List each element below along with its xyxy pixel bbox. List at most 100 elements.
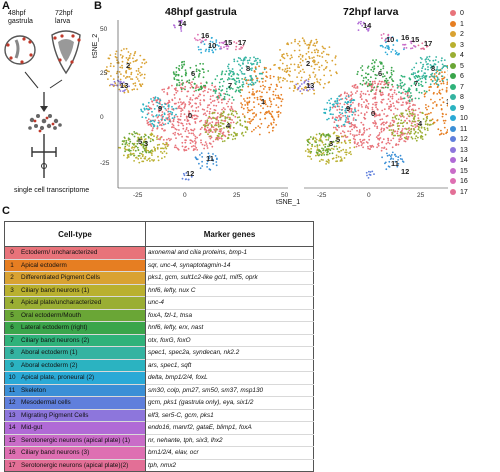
cluster-number: 12	[5, 397, 20, 410]
schematic-bottom-label: single cell transcriptome	[14, 187, 89, 194]
cluster-number: 7	[5, 334, 20, 347]
cluster-label: 10	[208, 41, 216, 50]
legend-item: 6	[450, 73, 464, 80]
cluster-number: 10	[5, 372, 20, 385]
cell-type: Serotonergic neurons (apical plate)(2)	[19, 459, 146, 472]
cell-type: Apical plate/uncharacterized	[19, 297, 146, 310]
x-tick-label: 0	[183, 192, 187, 199]
marker-genes: sm30, colp, pm27, sm50, sm37, msp130	[146, 384, 314, 397]
x-axis-label: tSNE_1	[276, 199, 300, 206]
legend-item: 16	[450, 178, 468, 185]
gastrula-label: 48hpf gastrula	[8, 10, 33, 26]
cluster-number: 1	[5, 259, 20, 272]
legend-item: 17	[450, 189, 468, 196]
cluster-label: 9	[158, 104, 162, 113]
cluster-label: 13	[120, 81, 128, 90]
legend-item: 11	[450, 126, 467, 133]
cell-type: Migrating Pigment Cells	[19, 409, 146, 422]
x-tick-label: -25	[133, 192, 143, 199]
cell-type: Skeleton	[19, 384, 146, 397]
legend-label: 6	[460, 73, 464, 80]
legend-item: 12	[450, 136, 468, 143]
legend-label: 13	[460, 147, 468, 154]
marker-genes: delta, bmp1/2/4, foxL	[146, 372, 314, 385]
cluster-label: 7	[414, 79, 418, 88]
legend-swatch	[450, 136, 456, 142]
cluster-label: 6	[191, 69, 195, 78]
cluster-label: 5	[336, 135, 340, 144]
legend-swatch	[450, 52, 456, 58]
cluster-label: 12	[186, 169, 194, 178]
cluster-label: 11	[206, 154, 214, 163]
legend-swatch	[450, 126, 456, 132]
cluster-number: 9	[5, 359, 20, 372]
legend-label: 17	[460, 189, 468, 196]
cluster-label: 17	[238, 38, 246, 47]
cell-type: Apical plate, proneural (2)	[19, 372, 146, 385]
cluster-label: 3	[144, 139, 148, 148]
marker-genes: endo16, manrf2, gataE, blimp1, foxA	[146, 422, 314, 435]
legend-label: 7	[460, 84, 464, 91]
marker-genes: foxA, fzl-1, tnsa	[146, 309, 314, 322]
larva-label: 72hpf larva	[55, 10, 73, 26]
legend-swatch	[450, 73, 456, 79]
cell-type: Mesodermal cells	[19, 397, 146, 410]
legend-swatch	[450, 115, 456, 121]
legend-item: 13	[450, 147, 468, 154]
y-axis-label: tSNE_2	[92, 34, 99, 58]
y-tick-label: 25	[100, 70, 108, 77]
schematic-diagram	[0, 0, 92, 205]
panel-b-label: B	[94, 0, 102, 12]
legend-label: 16	[460, 178, 468, 185]
legend-label: 5	[460, 63, 464, 70]
legend-swatch	[450, 189, 456, 195]
cluster-label: 15	[411, 35, 419, 44]
legend-item: 3	[450, 42, 464, 49]
legend-swatch	[450, 178, 456, 184]
cluster-number: 17	[5, 459, 20, 472]
legend-label: 10	[460, 115, 468, 122]
x-tick-label: -25	[317, 192, 327, 199]
legend-item: 5	[450, 63, 464, 70]
marker-genes: elf3, ser5-C, gcm, pks1	[146, 409, 314, 422]
cluster-label: 7	[228, 81, 232, 90]
cluster-label: 8	[431, 64, 435, 73]
marker-genes: spec1, spec2a, syndecan, nk2.2	[146, 347, 314, 360]
marker-genes: unc-4	[146, 297, 314, 310]
legend-label: 2	[460, 31, 464, 38]
cluster-label: 15	[224, 38, 232, 47]
cell-type: Oral ectoderm/Mouth	[19, 309, 146, 322]
legend-swatch	[450, 84, 456, 90]
marker-genes: nr, nehante, tph, six3, lhx2	[146, 434, 314, 447]
cluster-number: 16	[5, 447, 20, 460]
cluster-label: 16	[201, 31, 209, 40]
y-tick-label: -25	[100, 160, 110, 167]
legend-label: 8	[460, 94, 464, 101]
gastrula-embryo	[5, 36, 35, 64]
legend-swatch	[450, 168, 456, 174]
cell-type: Aboral ectoderm (1)	[19, 347, 146, 360]
cluster-label: 14	[178, 19, 187, 28]
legend-item: 0	[450, 10, 464, 17]
cluster-label: 0	[188, 111, 192, 120]
cell-type: Ciliary band neurons (2)	[19, 334, 146, 347]
cluster-number: 0	[5, 247, 20, 260]
cell-type: Lateral ectoderm (right)	[19, 322, 146, 335]
panel-c-label: C	[2, 205, 10, 217]
header-cell-type: Cell-type	[5, 222, 146, 247]
cluster-number: 15	[5, 434, 20, 447]
cluster-label: 3	[329, 139, 333, 148]
cluster-label: 12	[401, 167, 409, 176]
